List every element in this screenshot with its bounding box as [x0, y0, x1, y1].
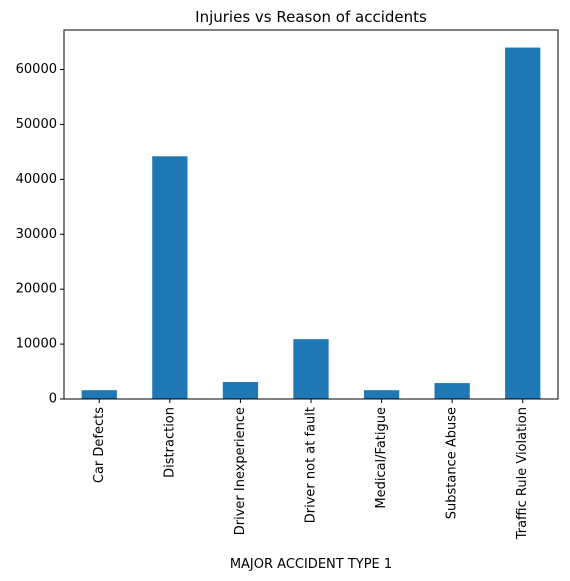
y-tick-label-2: 20000	[16, 282, 57, 297]
x-tick-label-3: Driver not at fault	[304, 407, 319, 523]
y-axis-ticks: 0 10000 20000 30000 40000 50000 60000	[16, 62, 64, 407]
y-tick-label-6: 60000	[16, 62, 57, 77]
x-axis-ticks: Car Defects Distraction Driver Inexperienc…	[92, 399, 530, 540]
y-tick-label-4: 40000	[16, 172, 57, 187]
bars-group	[81, 47, 541, 399]
y-tick-label-5: 50000	[16, 117, 57, 132]
x-axis-label: MAJOR ACCIDENT TYPE 1	[230, 557, 392, 572]
x-tick-label-2: Driver Inexperience	[233, 407, 248, 535]
bar-5	[434, 383, 470, 399]
x-tick-label-5: Substance Abuse	[445, 407, 460, 519]
x-tick-label-4: Medical/Fatigue	[374, 407, 389, 509]
bar-1	[152, 156, 188, 399]
plot-frame	[63, 29, 559, 400]
bar-0	[81, 390, 117, 399]
bar-2	[222, 381, 259, 399]
bar-3	[293, 339, 329, 399]
y-tick-label-1: 10000	[16, 337, 57, 352]
bar-4	[363, 390, 400, 399]
x-tick-label-6: Traffic Rule Violation	[515, 407, 530, 540]
x-tick-label-0: Car Defects	[92, 407, 107, 483]
y-tick-label-0: 0	[49, 392, 57, 407]
bar-6	[505, 47, 541, 399]
y-tick-label-3: 30000	[16, 227, 57, 242]
x-tick-label-1: Distraction	[162, 407, 177, 478]
chart-title: Injuries vs Reason of accidents	[195, 8, 427, 26]
